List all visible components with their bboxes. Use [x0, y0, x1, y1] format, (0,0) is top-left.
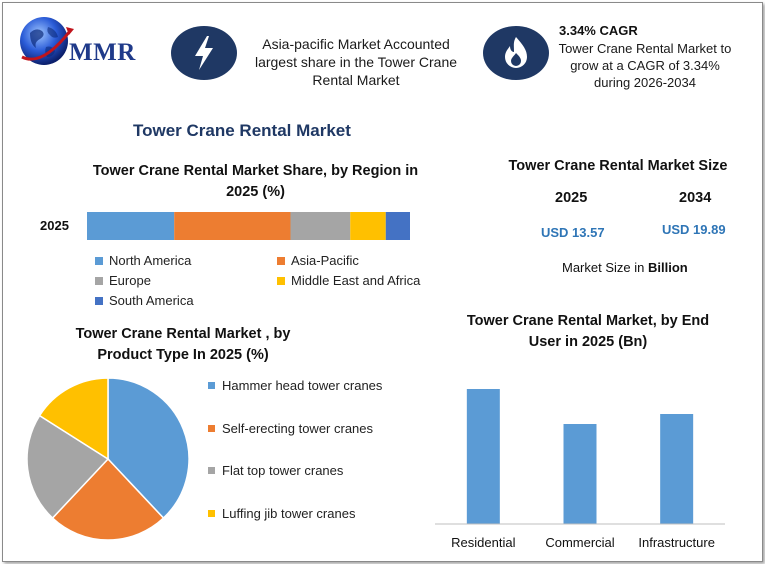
product-legend-label: Self-erecting tower cranes	[222, 420, 374, 436]
enduser-bar-commercial	[563, 424, 597, 524]
region-legend-swatch	[277, 276, 285, 285]
market-size-title: Tower Crane Rental Market Size	[508, 158, 728, 174]
product-legend-label: Flat top tower cranes	[222, 463, 344, 478]
region-legend-item-south-america: South America	[95, 293, 194, 308]
region-bar-segment-north-america	[87, 212, 175, 240]
market-size-value-2034: USD 19.89	[662, 222, 726, 237]
product-legend-swatch	[208, 509, 215, 517]
market-size-note-prefix: Market Size in	[562, 260, 648, 275]
enduser-bar-chart	[435, 343, 725, 528]
region-legend-label: Middle East and Africa	[291, 273, 421, 288]
product-legend-item-hammer-head-tower-cranes: Hammer head tower cranes	[208, 378, 382, 393]
product-legend: Hammer head tower cranes Self-erecting to…	[208, 378, 408, 538]
product-legend-label: Luffing jib tower cranes	[222, 505, 356, 521]
market-size-value-2025: USD 13.57	[541, 225, 605, 240]
product-legend-item-luffing-jib-tower-cranes: Luffing jib tower cranes	[208, 506, 355, 521]
region-chart-title: Tower Crane Rental Market Share, by Regi…	[92, 163, 419, 200]
pie-slice-hammer-head-tower-cranes	[107, 377, 190, 520]
product-legend-item-self-erecting-tower-cranes: Self-erecting tower cranes	[208, 421, 373, 436]
main-title: Tower Crane Rental Market	[133, 121, 351, 140]
flame-icon	[505, 37, 527, 68]
region-legend-item-asia-pacific: Asia-Pacific	[277, 253, 359, 268]
region-bar-segment-europe	[290, 212, 351, 240]
product-legend-item-flat-top-tower-cranes: Flat top tower cranes	[208, 463, 343, 478]
product-pie-svg	[26, 377, 190, 541]
region-stacked-bar	[87, 212, 410, 240]
pie-slice-luffing-jib-tower-cranes	[38, 377, 109, 461]
enduser-category-axis: Residential Commercial Infrastructure	[435, 535, 725, 555]
region-bar-category-label: 2025	[40, 218, 69, 233]
pie-slice-self-erecting-tower-cranes	[51, 457, 165, 541]
enduser-category-label-commercial: Commercial	[545, 535, 615, 550]
region-legend-label: North America	[109, 253, 192, 268]
region-legend: North America Asia-Pacific Europe Middle Ea…	[95, 253, 455, 313]
region-legend-swatch	[95, 256, 103, 265]
region-legend-label: South America	[109, 293, 194, 308]
region-legend-item-middle-east-and-africa: Middle East and Africa	[277, 273, 420, 288]
product-legend-swatch	[208, 382, 215, 389]
market-size-note-unit: Billion	[647, 260, 688, 275]
region-bar-svg	[87, 212, 410, 240]
market-size-note: Market Size in Billion	[562, 260, 688, 275]
pie-slice-flat-top-tower-cranes	[26, 414, 110, 520]
region-legend-item-europe: Europe	[95, 273, 151, 288]
product-legend-label: Hammer head tower cranes	[222, 378, 383, 393]
region-legend-item-north-america: North America	[95, 253, 191, 268]
enduser-chart-title: Tower Crane Rental Market, by End User i…	[466, 313, 710, 350]
region-legend-label: Europe	[109, 273, 151, 288]
product-pie	[21, 373, 193, 543]
lightning-circle	[171, 26, 237, 80]
enduser-bar-svg	[435, 389, 725, 525]
header-card1-text: Asia-pacific Market Accounted largest sh…	[254, 36, 458, 88]
enduser-category-label-infrastructure: Infrastructure	[638, 535, 715, 550]
cagr-title: 3.34% CAGR	[559, 23, 638, 38]
flame-circle	[483, 26, 549, 80]
product-legend-swatch	[208, 424, 215, 432]
enduser-bar-residential	[466, 389, 500, 524]
region-bar-segment-asia-pacific	[174, 212, 291, 240]
region-bar-segment-middle-east-and-africa	[350, 212, 386, 240]
region-bar-segment-south-america	[385, 212, 410, 240]
product-legend-swatch	[208, 467, 215, 474]
product-chart-title: Tower Crane Rental Market , by Product T…	[75, 326, 291, 363]
region-legend-swatch	[95, 296, 103, 305]
region-legend-swatch	[95, 276, 103, 285]
logo-text: MMR	[69, 39, 136, 66]
enduser-category-label-residential: Residential	[451, 535, 516, 550]
market-size-year-2025: 2025	[555, 190, 588, 206]
region-legend-swatch	[277, 256, 285, 265]
header-card2-text: Tower Crane Rental Market to grow at a C…	[558, 41, 732, 90]
lightning-icon	[195, 36, 213, 70]
globe-logo-icon	[16, 13, 76, 73]
enduser-bar-infrastructure	[660, 414, 694, 524]
region-legend-label: Asia-Pacific	[291, 253, 359, 268]
market-size-year-2034: 2034	[679, 190, 712, 206]
